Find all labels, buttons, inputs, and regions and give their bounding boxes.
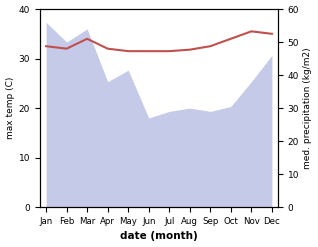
- Y-axis label: max temp (C): max temp (C): [5, 77, 15, 139]
- Y-axis label: med. precipitation (kg/m2): med. precipitation (kg/m2): [303, 47, 313, 169]
- X-axis label: date (month): date (month): [120, 231, 198, 242]
